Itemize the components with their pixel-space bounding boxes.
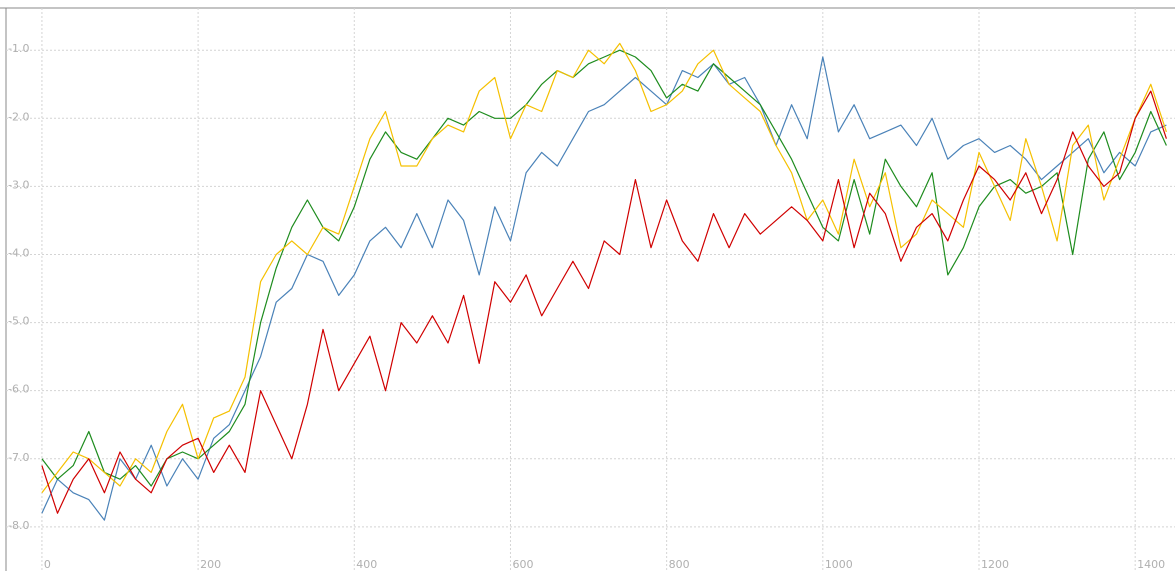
x-tick-label: 600 — [512, 558, 533, 571]
x-tick-label: 200 — [200, 558, 221, 571]
y-tick-label: -3.0 — [8, 178, 29, 191]
x-tick-label: 1200 — [981, 558, 1009, 571]
series-line — [41, 56, 1167, 521]
y-tick-label: -6.0 — [8, 383, 29, 396]
x-tick-label: 1000 — [825, 558, 853, 571]
y-tick-label: -4.0 — [8, 246, 29, 259]
series-line — [41, 49, 1167, 487]
y-tick-label: -2.0 — [8, 110, 29, 123]
x-tick-label: 400 — [356, 558, 377, 571]
series-line — [41, 42, 1167, 494]
y-tick-label: -5.0 — [8, 315, 29, 328]
x-tick-label: 1400 — [1137, 558, 1165, 571]
y-tick-label: -1.0 — [8, 42, 29, 55]
y-tick-label: -7.0 — [8, 451, 29, 464]
series-line — [41, 90, 1167, 514]
y-tick-label: -8.0 — [8, 519, 29, 532]
x-tick-label: 800 — [669, 558, 690, 571]
x-tick-label: 0 — [44, 558, 51, 571]
